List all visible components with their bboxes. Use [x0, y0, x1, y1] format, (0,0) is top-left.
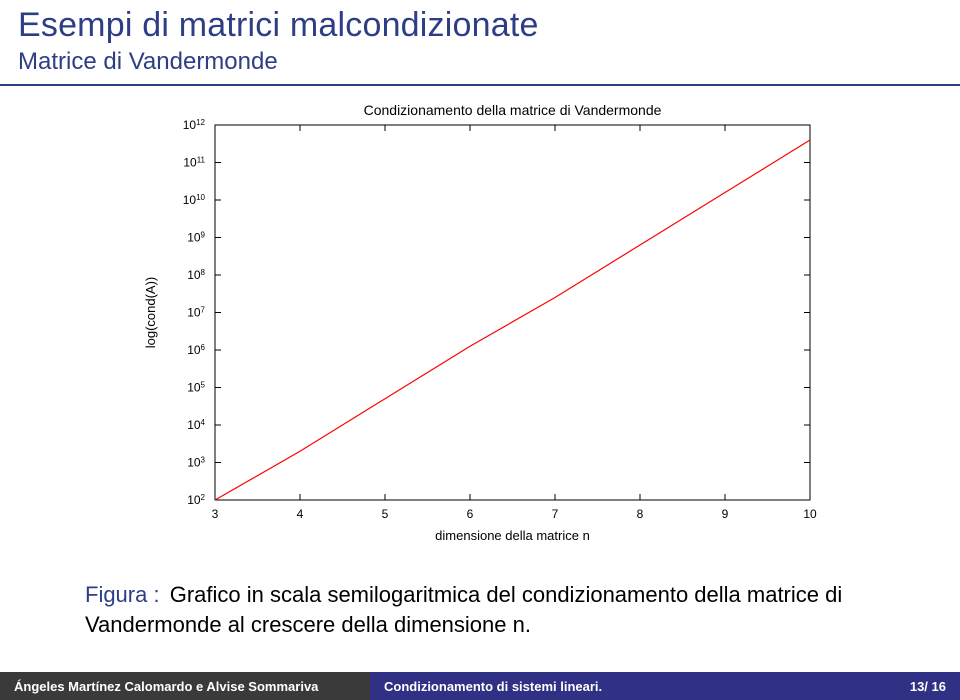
- chart-svg: Condizionamento della matrice di Vanderm…: [125, 95, 845, 555]
- svg-text:7: 7: [552, 507, 559, 521]
- page-title: Esempi di matrici malcondizionate: [18, 6, 539, 45]
- svg-text:Condizionamento della matrice: Condizionamento della matrice di Vanderm…: [364, 102, 662, 118]
- svg-text:dimensione della matrice n: dimensione della matrice n: [435, 528, 590, 543]
- svg-text:3: 3: [212, 507, 219, 521]
- svg-text:10: 10: [803, 507, 817, 521]
- svg-text:6: 6: [467, 507, 474, 521]
- svg-text:log(cond(A)): log(cond(A)): [143, 277, 158, 349]
- svg-text:9: 9: [722, 507, 729, 521]
- footer-authors: Ángeles Martínez Calomardo e Alvise Somm…: [14, 679, 318, 694]
- svg-text:8: 8: [637, 507, 644, 521]
- footer-title: Condizionamento di sistemi lineari.: [384, 679, 602, 694]
- svg-text:4: 4: [297, 507, 304, 521]
- page-subtitle: Matrice di Vandermonde: [18, 48, 278, 76]
- svg-text:5: 5: [382, 507, 389, 521]
- caption-lead: Figura :: [85, 582, 160, 607]
- footer-left: Ángeles Martínez Calomardo e Alvise Somm…: [0, 672, 370, 700]
- footer-page: 13/ 16: [910, 679, 946, 694]
- title-rule: [0, 84, 960, 86]
- footer-right: Condizionamento di sistemi lineari. 13/ …: [370, 672, 960, 700]
- figure-caption: Figura : Grafico in scala semilogaritmic…: [85, 580, 875, 639]
- footer: Ángeles Martínez Calomardo e Alvise Somm…: [0, 672, 960, 700]
- slide: Esempi di matrici malcondizionate Matric…: [0, 0, 960, 700]
- caption-text: Grafico in scala semilogaritmica del con…: [85, 582, 842, 637]
- chart-container: Condizionamento della matrice di Vanderm…: [125, 95, 845, 555]
